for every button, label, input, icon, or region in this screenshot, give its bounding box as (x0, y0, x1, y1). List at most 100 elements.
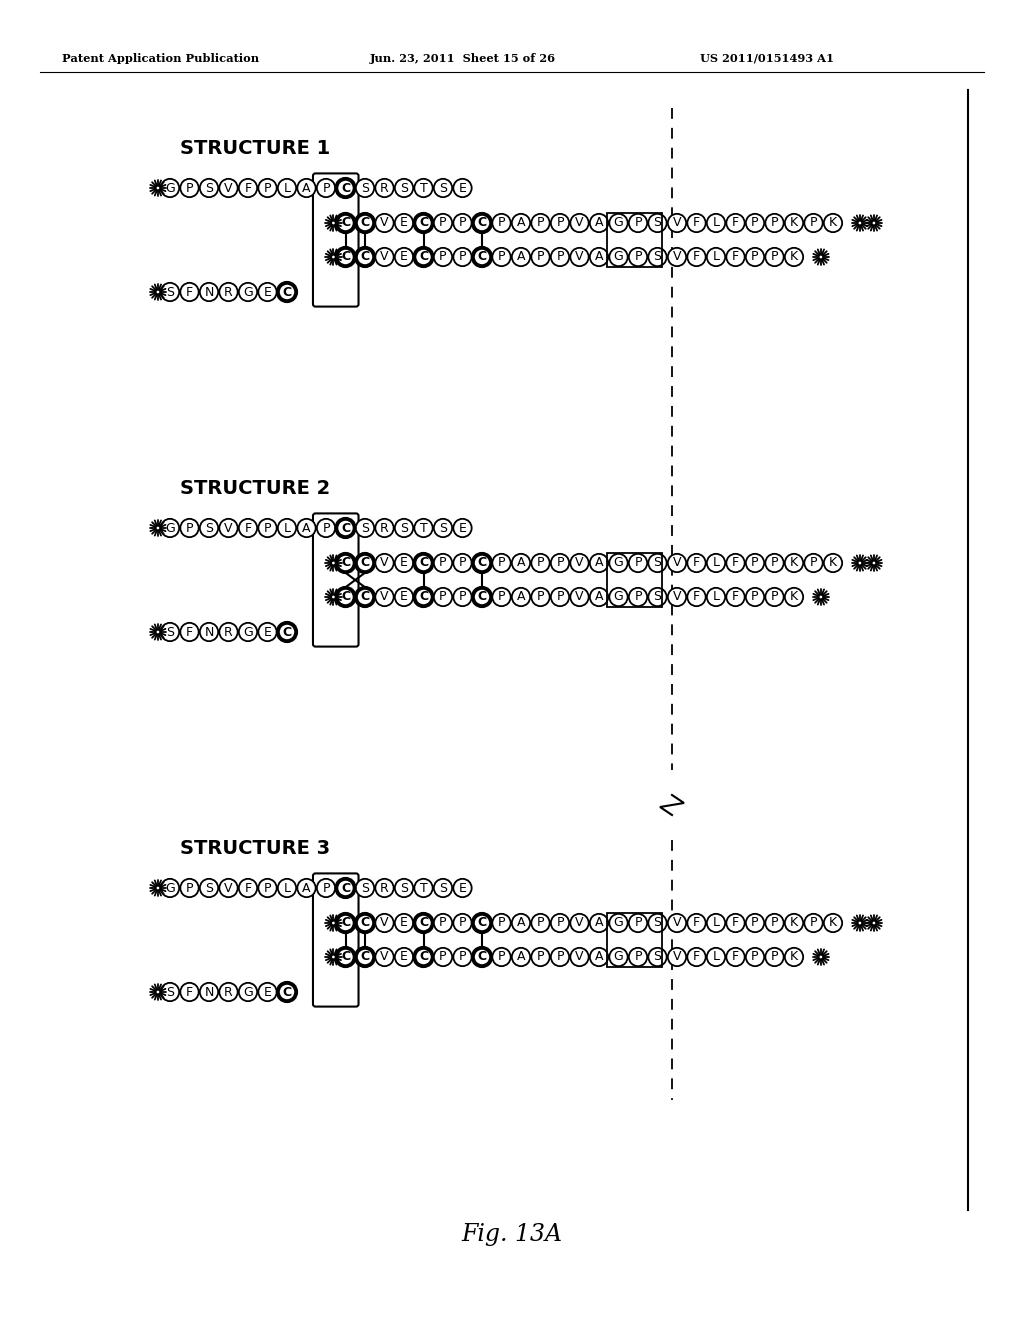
Text: P: P (498, 251, 505, 264)
Circle shape (200, 178, 218, 197)
Text: R: R (380, 882, 389, 895)
Circle shape (818, 595, 823, 599)
Circle shape (629, 913, 647, 932)
Text: C: C (360, 950, 370, 964)
Circle shape (765, 587, 783, 606)
Text: STRUCTURE 1: STRUCTURE 1 (180, 139, 330, 157)
Circle shape (609, 948, 628, 966)
Text: C: C (283, 986, 292, 998)
Text: F: F (245, 882, 252, 895)
Text: E: E (459, 882, 467, 895)
Circle shape (629, 214, 647, 232)
Circle shape (454, 948, 472, 966)
Circle shape (473, 248, 492, 267)
Text: C: C (477, 251, 486, 264)
Circle shape (551, 248, 569, 267)
Circle shape (415, 913, 433, 932)
Text: K: K (790, 590, 798, 603)
Circle shape (355, 948, 374, 966)
Text: P: P (537, 950, 544, 964)
Circle shape (668, 948, 686, 966)
Circle shape (239, 623, 257, 642)
Circle shape (434, 178, 453, 197)
Circle shape (239, 282, 257, 301)
Text: C: C (283, 285, 292, 298)
Text: P: P (498, 557, 505, 569)
Text: R: R (224, 285, 232, 298)
Circle shape (551, 554, 569, 572)
Text: C: C (360, 557, 370, 569)
Text: G: G (613, 950, 624, 964)
Text: F: F (186, 626, 194, 639)
Text: P: P (185, 521, 194, 535)
Circle shape (376, 948, 393, 966)
Circle shape (316, 879, 335, 898)
Text: S: S (361, 521, 369, 535)
Circle shape (395, 178, 413, 197)
Circle shape (687, 913, 706, 932)
Text: P: P (459, 557, 466, 569)
Text: S: S (166, 626, 174, 639)
Circle shape (434, 519, 453, 537)
Circle shape (473, 554, 492, 572)
Circle shape (156, 886, 160, 890)
Circle shape (745, 248, 764, 267)
Circle shape (336, 913, 354, 932)
Text: L: L (713, 251, 720, 264)
Text: P: P (556, 557, 564, 569)
Circle shape (316, 519, 335, 537)
Circle shape (629, 948, 647, 966)
Text: P: P (537, 251, 544, 264)
Circle shape (239, 178, 257, 197)
Circle shape (278, 178, 296, 197)
Circle shape (258, 879, 276, 898)
Circle shape (648, 913, 667, 932)
Circle shape (590, 948, 608, 966)
Text: A: A (595, 557, 603, 569)
Text: P: P (634, 590, 642, 603)
Text: P: P (459, 590, 466, 603)
Text: P: P (323, 181, 330, 194)
Text: S: S (205, 882, 213, 895)
Circle shape (726, 214, 744, 232)
Circle shape (454, 248, 472, 267)
Text: P: P (323, 521, 330, 535)
Text: P: P (771, 916, 778, 929)
Circle shape (258, 983, 276, 1001)
Circle shape (258, 178, 276, 197)
Text: C: C (341, 181, 350, 194)
Text: P: P (752, 590, 759, 603)
Text: G: G (165, 181, 175, 194)
Circle shape (668, 587, 686, 606)
Text: S: S (653, 916, 662, 929)
Text: C: C (477, 557, 486, 569)
Circle shape (818, 255, 823, 259)
Text: C: C (341, 216, 350, 230)
Text: P: P (556, 216, 564, 230)
Text: F: F (693, 590, 700, 603)
Circle shape (161, 282, 179, 301)
Circle shape (493, 554, 511, 572)
Circle shape (609, 214, 628, 232)
Circle shape (200, 879, 218, 898)
Text: P: P (459, 216, 466, 230)
Circle shape (512, 248, 530, 267)
Circle shape (590, 587, 608, 606)
Circle shape (531, 587, 550, 606)
Circle shape (648, 214, 667, 232)
Text: C: C (360, 251, 370, 264)
Circle shape (219, 623, 238, 642)
Circle shape (161, 983, 179, 1001)
Circle shape (200, 519, 218, 537)
Text: V: V (575, 557, 584, 569)
Text: V: V (224, 882, 232, 895)
Circle shape (804, 214, 822, 232)
Text: S: S (361, 882, 369, 895)
Circle shape (219, 983, 238, 1001)
Text: F: F (693, 251, 700, 264)
Circle shape (434, 879, 453, 898)
Circle shape (156, 525, 160, 531)
Circle shape (765, 554, 783, 572)
Circle shape (161, 519, 179, 537)
Circle shape (609, 913, 628, 932)
